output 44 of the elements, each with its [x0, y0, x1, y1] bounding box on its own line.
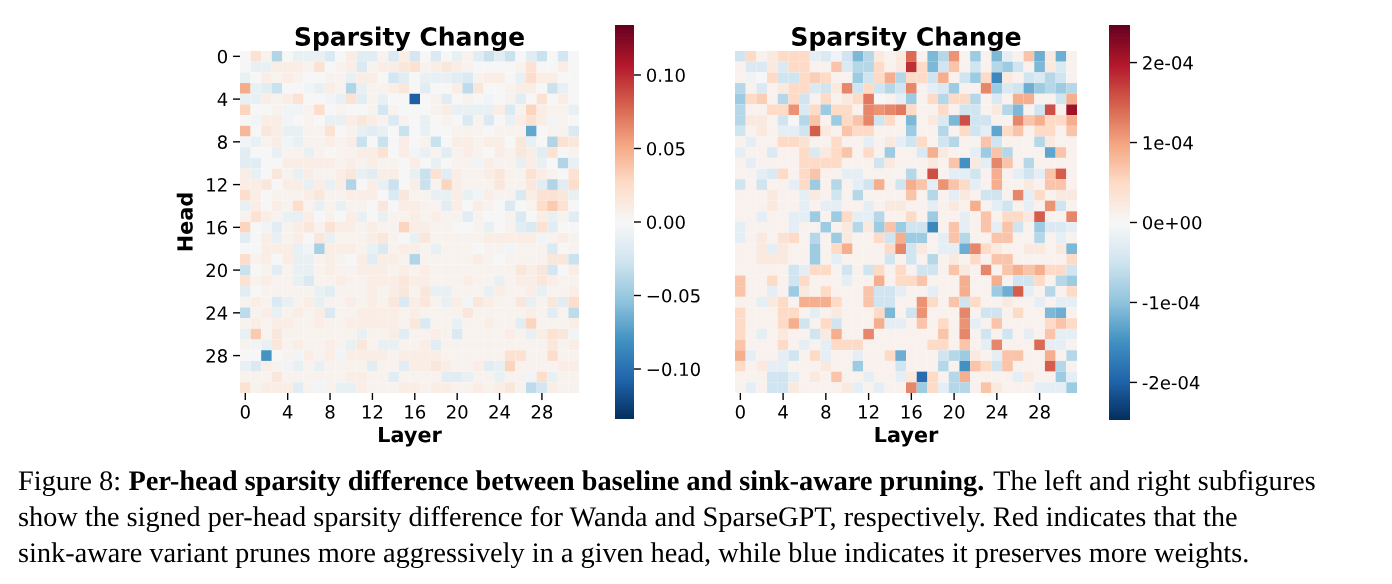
x-tick-label: 12 — [362, 405, 383, 419]
text: Per-head sparsity difference between baseline and sink-aware pruning. — [128, 470, 984, 497]
x-tick-label: 16 — [405, 405, 426, 419]
text: The left and right subfigures — [993, 470, 1315, 497]
color-bar-label: -1e-04 — [1142, 295, 1200, 310]
color-bar-label: −0.10 — [647, 362, 700, 377]
color-bar-label: 2e-04 — [1143, 56, 1193, 70]
x-tick-label: 16 — [901, 405, 922, 419]
chart-title: Sparsity Change — [295, 26, 524, 51]
x-tick-label: 4 — [778, 405, 788, 419]
x-tick-label: 4 — [282, 405, 293, 419]
text: sink-aware variant prunes more aggressively in a given head, while blue indicates it preserves more weights. — [19, 542, 1248, 569]
text: show the signed per-head sparsity difference for Wanda and SparseGPT, respectively. Red indicates that the — [19, 506, 1237, 533]
x-tick-label: 24 — [489, 405, 511, 419]
y-tick-label: 8 — [217, 135, 227, 149]
x-tick-label: 20 — [447, 405, 468, 419]
x-tick-label: 28 — [1029, 405, 1050, 419]
y-tick-label: 24 — [206, 306, 228, 320]
y-tick-label: 12 — [207, 178, 227, 192]
x-axis-title: Layer — [875, 426, 939, 447]
x-tick-label: 0 — [240, 405, 250, 419]
y-tick-label: 28 — [206, 349, 227, 363]
chart-title: Sparsity Change — [792, 26, 1021, 51]
color-bar-label: 0.05 — [647, 141, 685, 156]
y-tick-label: 20 — [206, 263, 227, 278]
color-bar-label: 0.00 — [647, 215, 685, 230]
color-bar-label: 1e-04 — [1143, 136, 1193, 150]
x-tick-label: 8 — [325, 405, 335, 419]
y-tick-label: 16 — [207, 220, 228, 235]
x-tick-label: 20 — [943, 405, 965, 419]
color-bar-label: −0.05 — [647, 288, 700, 303]
x-tick-label: 12 — [859, 405, 879, 419]
caption: Figure 8: — [18, 471, 119, 497]
y-tick-label: 4 — [217, 92, 228, 106]
y-axis-title: Head — [176, 193, 193, 251]
x-tick-label: 8 — [821, 405, 831, 419]
x-tick-label: 28 — [531, 405, 553, 419]
color-bar-label: -2e-04 — [1142, 375, 1200, 390]
color-bar-label: 0.10 — [647, 68, 685, 83]
x-tick-label: 0 — [735, 405, 745, 419]
y-tick-label: 0 — [217, 49, 227, 64]
x-tick-label: 24 — [986, 405, 1008, 419]
color-bar-label: 0e+00 — [1143, 215, 1202, 230]
x-axis-title: Layer — [379, 426, 442, 447]
